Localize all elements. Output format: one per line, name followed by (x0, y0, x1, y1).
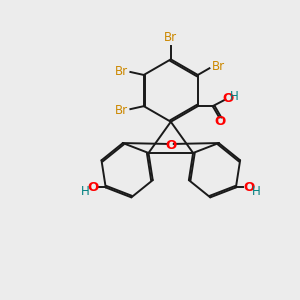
Text: Br: Br (115, 104, 128, 117)
Text: Br: Br (164, 31, 177, 44)
Text: O: O (243, 181, 254, 194)
Text: Br: Br (115, 65, 128, 79)
Text: O: O (222, 92, 233, 105)
Text: O: O (215, 115, 226, 128)
Text: O: O (87, 181, 99, 194)
Text: O: O (165, 139, 176, 152)
Text: H: H (230, 90, 239, 103)
Text: H: H (80, 184, 89, 197)
Text: Br: Br (212, 60, 225, 73)
Text: H: H (252, 184, 261, 197)
